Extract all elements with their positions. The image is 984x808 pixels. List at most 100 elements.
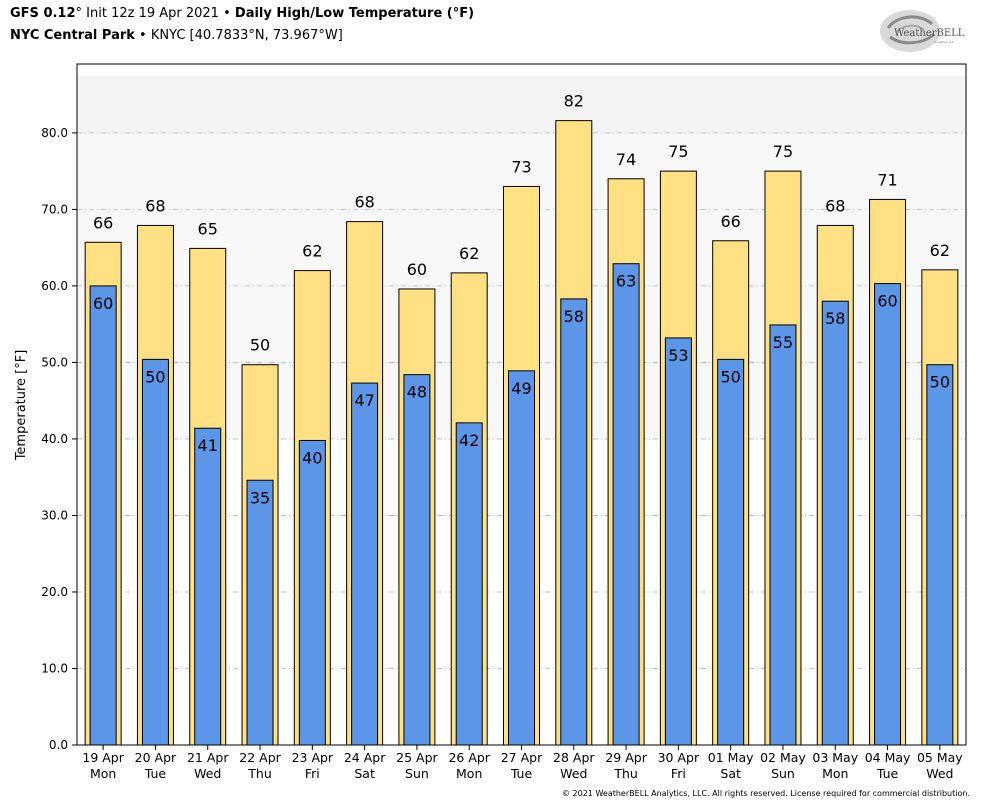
bars	[84, 120, 959, 746]
high-temp-label: 68	[354, 193, 374, 212]
low-temp-label: 48	[407, 383, 427, 402]
low-temp-label: 42	[459, 431, 479, 450]
high-temp-label: 60	[407, 260, 427, 279]
high-temp-label: 65	[198, 219, 218, 238]
low-temp-label: 53	[668, 346, 688, 365]
station-name: NYC Central Park	[10, 28, 135, 43]
high-temp-label: 50	[250, 336, 270, 355]
subtitle-bullet: •	[139, 28, 147, 43]
y-tick-label: 80.0	[41, 126, 68, 140]
low-temp-label: 60	[877, 292, 897, 311]
high-temp-label: 73	[511, 157, 531, 176]
y-tick-label: 70.0	[41, 202, 68, 216]
low-temp-bar	[351, 382, 379, 746]
x-tick-day: Sat	[720, 766, 741, 781]
x-tick-date: 24 Apr	[344, 750, 386, 765]
model-name: GFS 0.12	[10, 6, 76, 21]
low-temp-label: 49	[511, 379, 531, 398]
y-tick-label: 10.0	[41, 661, 68, 675]
high-temp-label: 68	[825, 196, 845, 215]
y-tick-label: 50.0	[41, 355, 68, 369]
low-temp-label: 35	[250, 488, 270, 507]
y-axis-label: Temperature [°F]	[14, 350, 29, 462]
low-temp-bar	[89, 285, 117, 746]
high-temp-label: 68	[145, 196, 165, 215]
low-temp-bar	[664, 337, 692, 746]
x-tick-date: 26 Apr	[448, 750, 490, 765]
low-temp-label: 50	[145, 367, 165, 386]
low-temp-bar	[298, 439, 326, 746]
x-tick-date: 21 Apr	[187, 750, 229, 765]
x-tick-date: 29 Apr	[605, 750, 647, 765]
value-labels: 66 60 68 50 65 41 50 35 62 40 68 47 60 48 62 42 73 49 82 58…	[93, 92, 950, 508]
copyright-notice: © 2021 WeatherBELL Analytics, LLC. All r…	[562, 789, 970, 798]
low-temp-label: 55	[773, 333, 793, 352]
low-temp-label: 63	[616, 272, 636, 291]
low-temp-bar	[246, 479, 274, 746]
low-temp-bar	[141, 358, 169, 746]
x-tick-day: Wed	[560, 766, 587, 781]
y-tick-label: 0.0	[49, 738, 68, 752]
high-temp-label: 82	[564, 92, 584, 111]
high-temp-label: 75	[668, 142, 688, 161]
x-tick-day: Sat	[354, 766, 375, 781]
low-temp-bar	[926, 364, 954, 746]
low-temp-bar	[769, 324, 797, 746]
x-tick-date: 05 May	[917, 750, 963, 765]
x-tick-day: Sun	[405, 766, 429, 781]
low-temp-label: 58	[825, 309, 845, 328]
high-temp-label: 66	[93, 213, 113, 232]
x-tick-date: 27 Apr	[501, 750, 543, 765]
x-tick-day: Mon	[456, 766, 482, 781]
low-temp-bar	[821, 300, 849, 746]
low-temp-bar	[874, 283, 902, 746]
x-tick-day: Wed	[926, 766, 953, 781]
x-tick-day: Tue	[144, 766, 167, 781]
product-name: Daily High/Low Temperature (°F)	[234, 6, 475, 21]
x-tick-date: 02 May	[760, 750, 806, 765]
x-tick-date: 28 Apr	[553, 750, 595, 765]
low-temp-bar	[403, 374, 431, 746]
station-info: KNYC [40.7833°N, 73.967°W]	[150, 28, 343, 43]
high-temp-label: 75	[773, 142, 793, 161]
y-tick-label: 60.0	[41, 279, 68, 293]
logo-subtext: Analytics LLC	[934, 40, 954, 44]
y-tick-label: 40.0	[41, 432, 68, 446]
x-tick-date: 19 Apr	[82, 750, 124, 765]
high-temp-label: 62	[302, 242, 322, 261]
chart-title: GFS 0.12° Init 12z 19 Apr 2021 • Daily H…	[10, 6, 474, 21]
high-temp-label: 66	[720, 212, 740, 231]
x-tick-date: 30 Apr	[658, 750, 700, 765]
x-tick-date: 22 Apr	[239, 750, 281, 765]
x-tick-day: Sun	[771, 766, 795, 781]
low-temp-bar	[455, 422, 483, 746]
low-temp-label: 40	[302, 448, 322, 467]
high-temp-label: 74	[616, 150, 636, 169]
weatherbell-logo: WeatherBELL Analytics LLC	[880, 10, 965, 52]
model-degree: °	[75, 6, 83, 21]
high-temp-label: 62	[930, 241, 950, 260]
x-tick-day: Fri	[305, 766, 320, 781]
x-tick-date: 01 May	[708, 750, 754, 765]
x-tick-day: Fri	[671, 766, 686, 781]
x-tick-date: 20 Apr	[135, 750, 177, 765]
x-tick-date: 25 Apr	[396, 750, 438, 765]
low-temp-label: 58	[564, 307, 584, 326]
x-tick-day: Thu	[247, 766, 271, 781]
x-tick-day: Mon	[822, 766, 848, 781]
x-tick-date: 04 May	[865, 750, 911, 765]
x-tick-date: 03 May	[812, 750, 858, 765]
low-temp-label: 47	[354, 391, 374, 410]
low-temp-bar	[194, 427, 222, 746]
y-tick-label: 30.0	[41, 508, 68, 522]
x-tick-day: Tue	[510, 766, 533, 781]
low-temp-label: 50	[720, 367, 740, 386]
low-temp-bar	[508, 370, 535, 746]
x-tick-day: Tue	[876, 766, 899, 781]
x-tick-day: Mon	[90, 766, 116, 781]
logo-text: WeatherBELL	[894, 28, 965, 39]
low-temp-bar	[612, 263, 640, 746]
low-temp-label: 50	[930, 373, 950, 392]
